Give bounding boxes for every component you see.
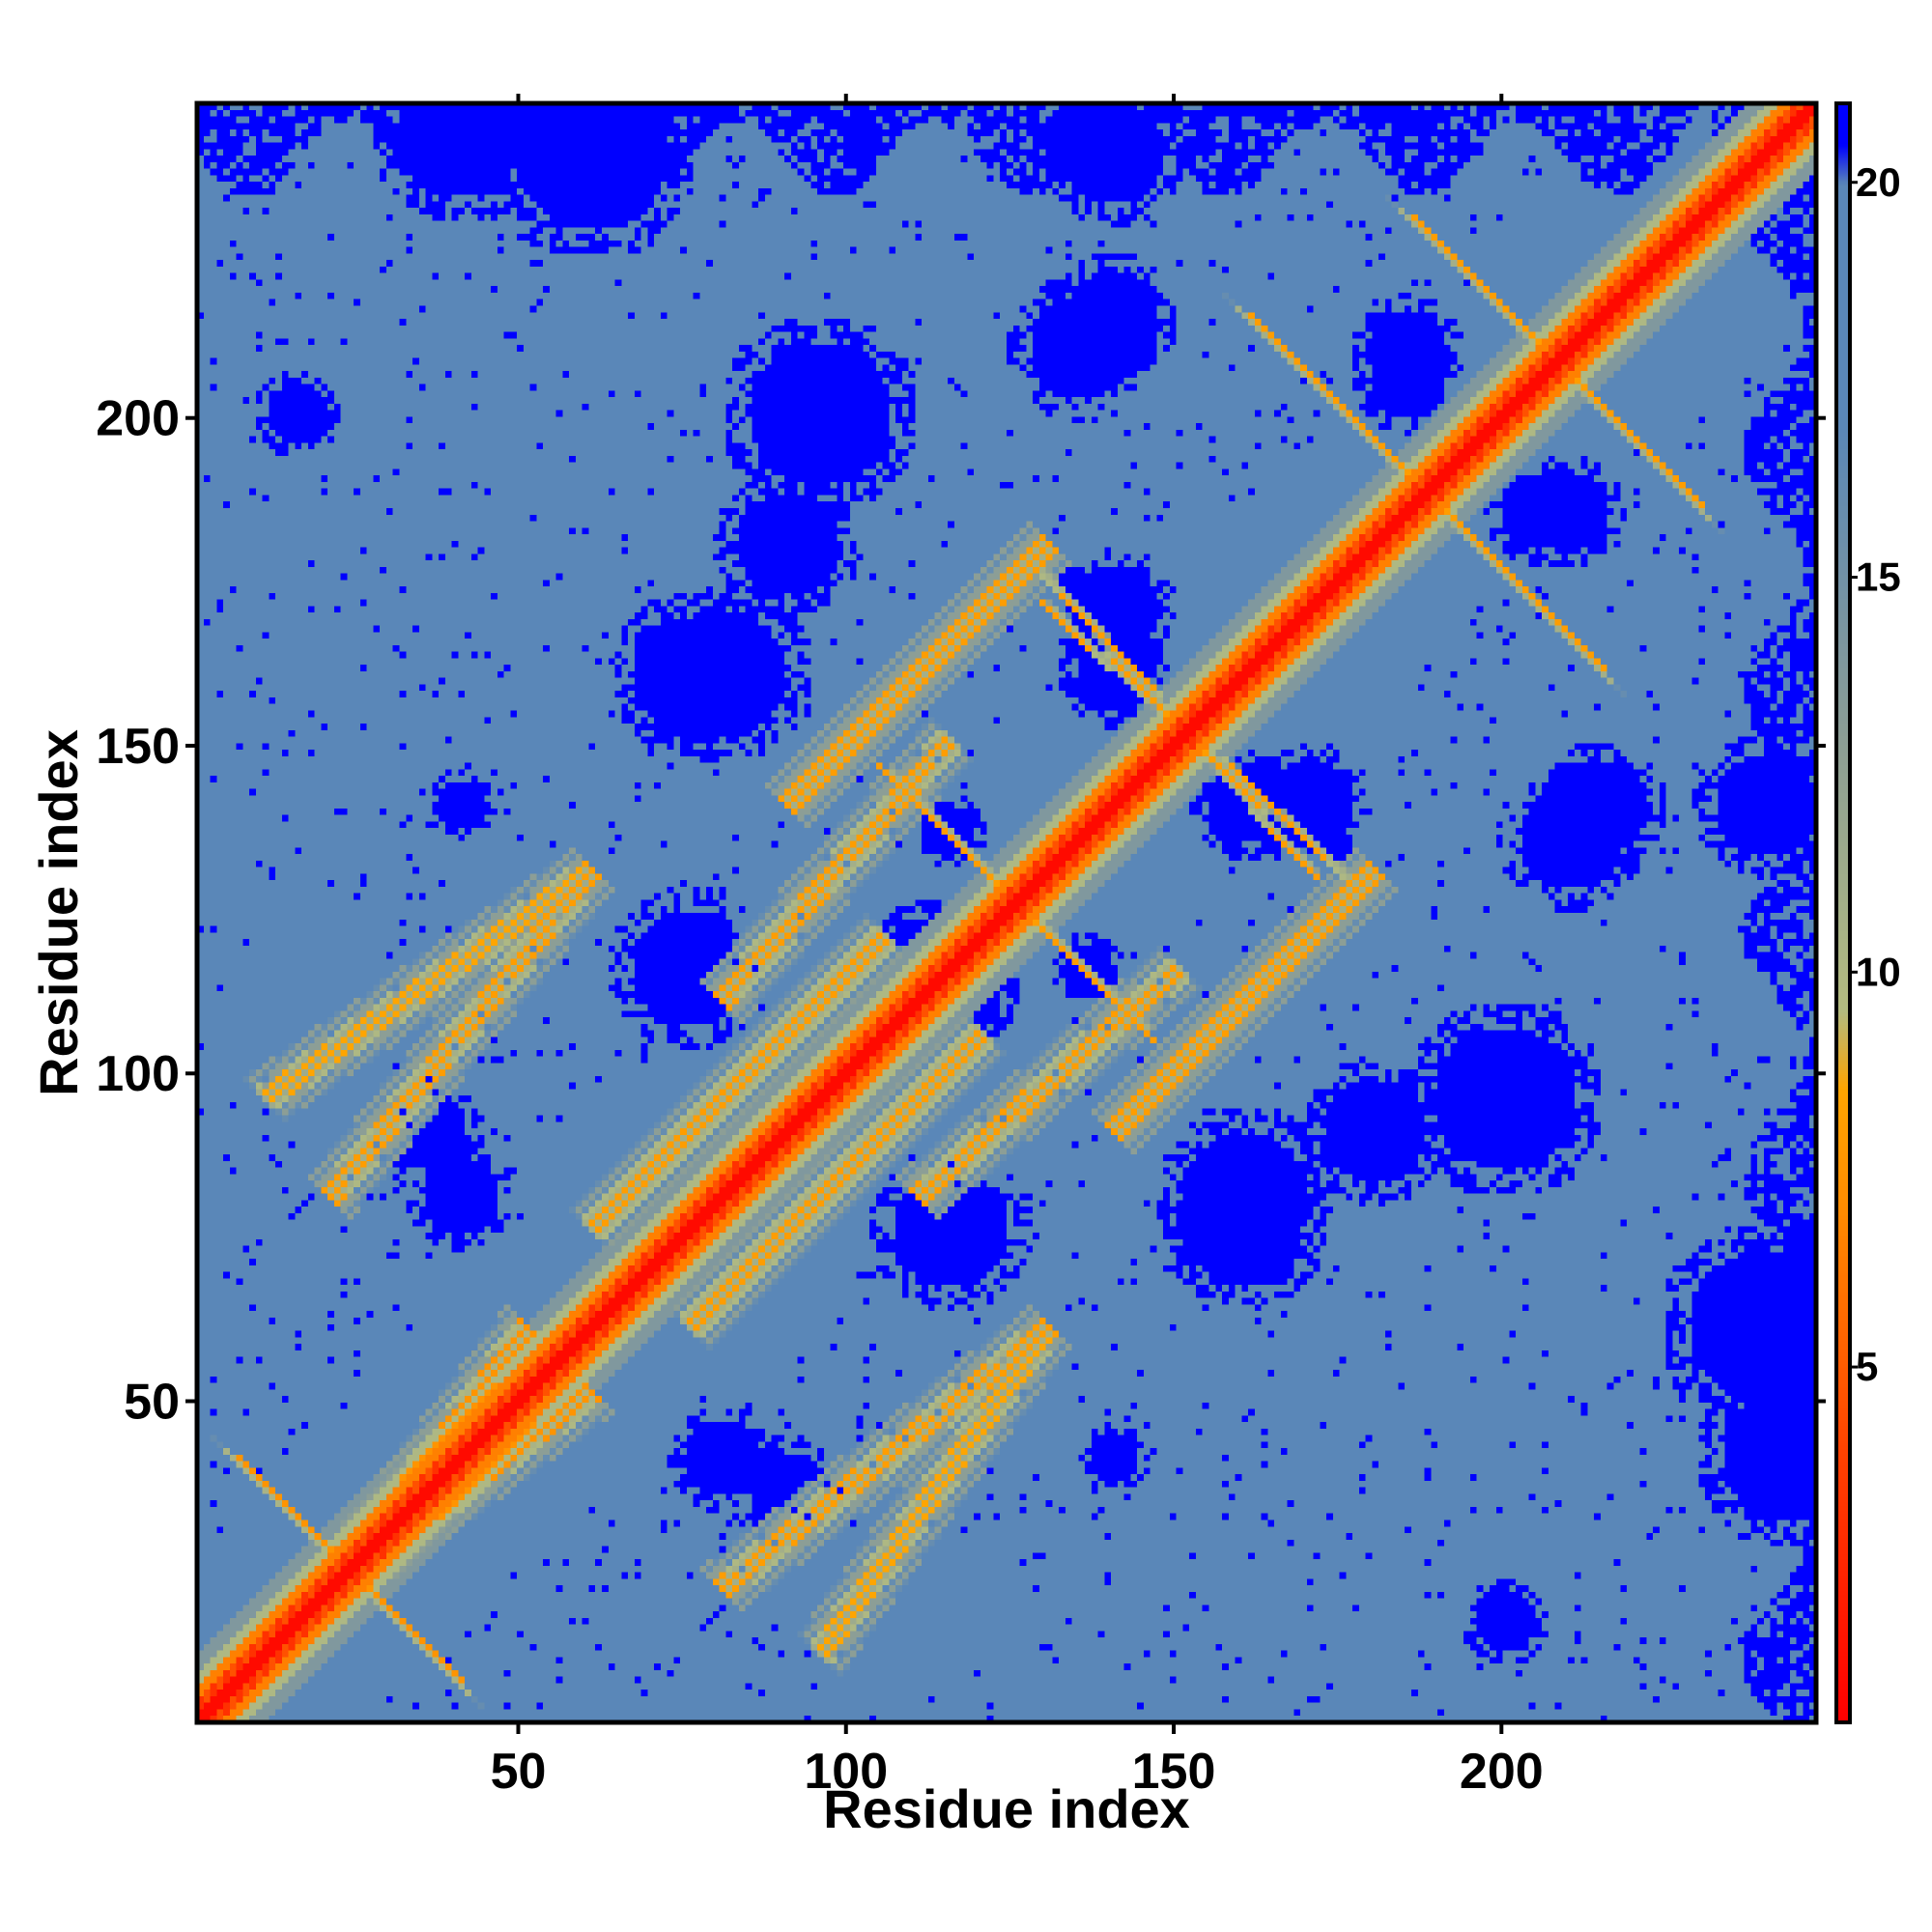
x-tick-label: 200 (1460, 1744, 1544, 1800)
y-axis-label: Residue index (28, 729, 89, 1096)
y-axis-ticks: 50 100 150 200 (96, 391, 197, 1431)
colorbar-frame (1834, 101, 1852, 1724)
colorbar-ticks: 5 10 15 20 (1850, 159, 1901, 1389)
right-axis-ticks (1816, 415, 1826, 1404)
y-tick-label: 100 (96, 1046, 180, 1102)
x-tick-label: 150 (1132, 1744, 1216, 1800)
x-axis-ticks: 50 100 150 200 (491, 1722, 1544, 1800)
y-tick-label: 200 (96, 391, 180, 447)
colorbar (1836, 103, 1850, 1722)
x-tick-label: 50 (491, 1744, 547, 1800)
x-tick-label: 100 (804, 1744, 888, 1800)
heatmap-plot-area (197, 103, 1816, 1722)
y-tick-label: 50 (124, 1375, 180, 1431)
y-tick-label: 150 (96, 719, 180, 775)
colorbar-tick-label: 15 (1856, 554, 1901, 600)
plot-frame (194, 100, 1819, 1725)
colorbar-tick-label: 5 (1856, 1344, 1878, 1389)
x-axis-label: Residue index (823, 1778, 1190, 1839)
colorbar-tick-label: 10 (1856, 949, 1901, 994)
colorbar-tick-label: 20 (1856, 159, 1901, 205)
top-axis-ticks (516, 94, 1504, 103)
